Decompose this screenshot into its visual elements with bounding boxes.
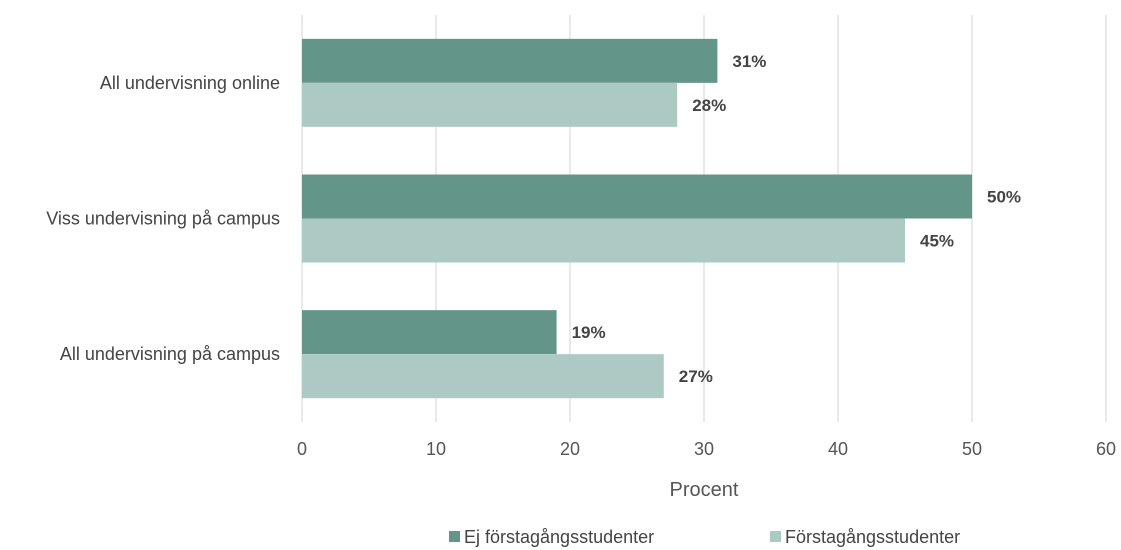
category-label: All undervisning på campus bbox=[60, 344, 280, 364]
data-label: 50% bbox=[987, 188, 1021, 207]
category-labels: All undervisning online Viss undervisning… bbox=[46, 73, 280, 364]
x-tick-label: 60 bbox=[1096, 439, 1116, 459]
legend-swatch bbox=[770, 531, 781, 542]
x-tick-label: 0 bbox=[297, 439, 307, 459]
legend[interactable]: Ej förstagångsstudenter Förstagångsstuden… bbox=[449, 527, 960, 547]
legend-swatch bbox=[449, 531, 460, 542]
data-label: 27% bbox=[679, 367, 713, 386]
bar[interactable] bbox=[302, 82, 678, 127]
bars bbox=[302, 38, 972, 399]
x-axis-title: Procent bbox=[670, 479, 739, 501]
data-label: 31% bbox=[732, 52, 766, 71]
data-label: 45% bbox=[920, 232, 954, 251]
bar[interactable] bbox=[302, 354, 664, 399]
bar[interactable] bbox=[302, 174, 972, 219]
legend-item[interactable]: Ej förstagångsstudenter bbox=[449, 527, 654, 547]
data-label: 19% bbox=[572, 323, 606, 342]
x-tick-label: 10 bbox=[426, 439, 446, 459]
data-labels: 31% 28% 50% 45% 19% 27% bbox=[572, 52, 1021, 386]
x-tick-label: 20 bbox=[560, 439, 580, 459]
legend-label: Ej förstagångsstudenter bbox=[464, 527, 654, 547]
bar[interactable] bbox=[302, 310, 557, 355]
bar[interactable] bbox=[302, 218, 905, 263]
category-label: Viss undervisning på campus bbox=[46, 209, 280, 229]
bar[interactable] bbox=[302, 38, 718, 83]
legend-label: Förstagångsstudenter bbox=[785, 527, 960, 547]
x-tick-label: 50 bbox=[962, 439, 982, 459]
category-label: All undervisning online bbox=[100, 73, 280, 93]
x-tick-label: 40 bbox=[828, 439, 848, 459]
legend-item[interactable]: Förstagångsstudenter bbox=[770, 527, 960, 547]
x-tick-labels: 0 10 20 30 40 50 60 bbox=[297, 439, 1116, 459]
x-tick-label: 30 bbox=[694, 439, 714, 459]
data-label: 28% bbox=[692, 96, 726, 115]
